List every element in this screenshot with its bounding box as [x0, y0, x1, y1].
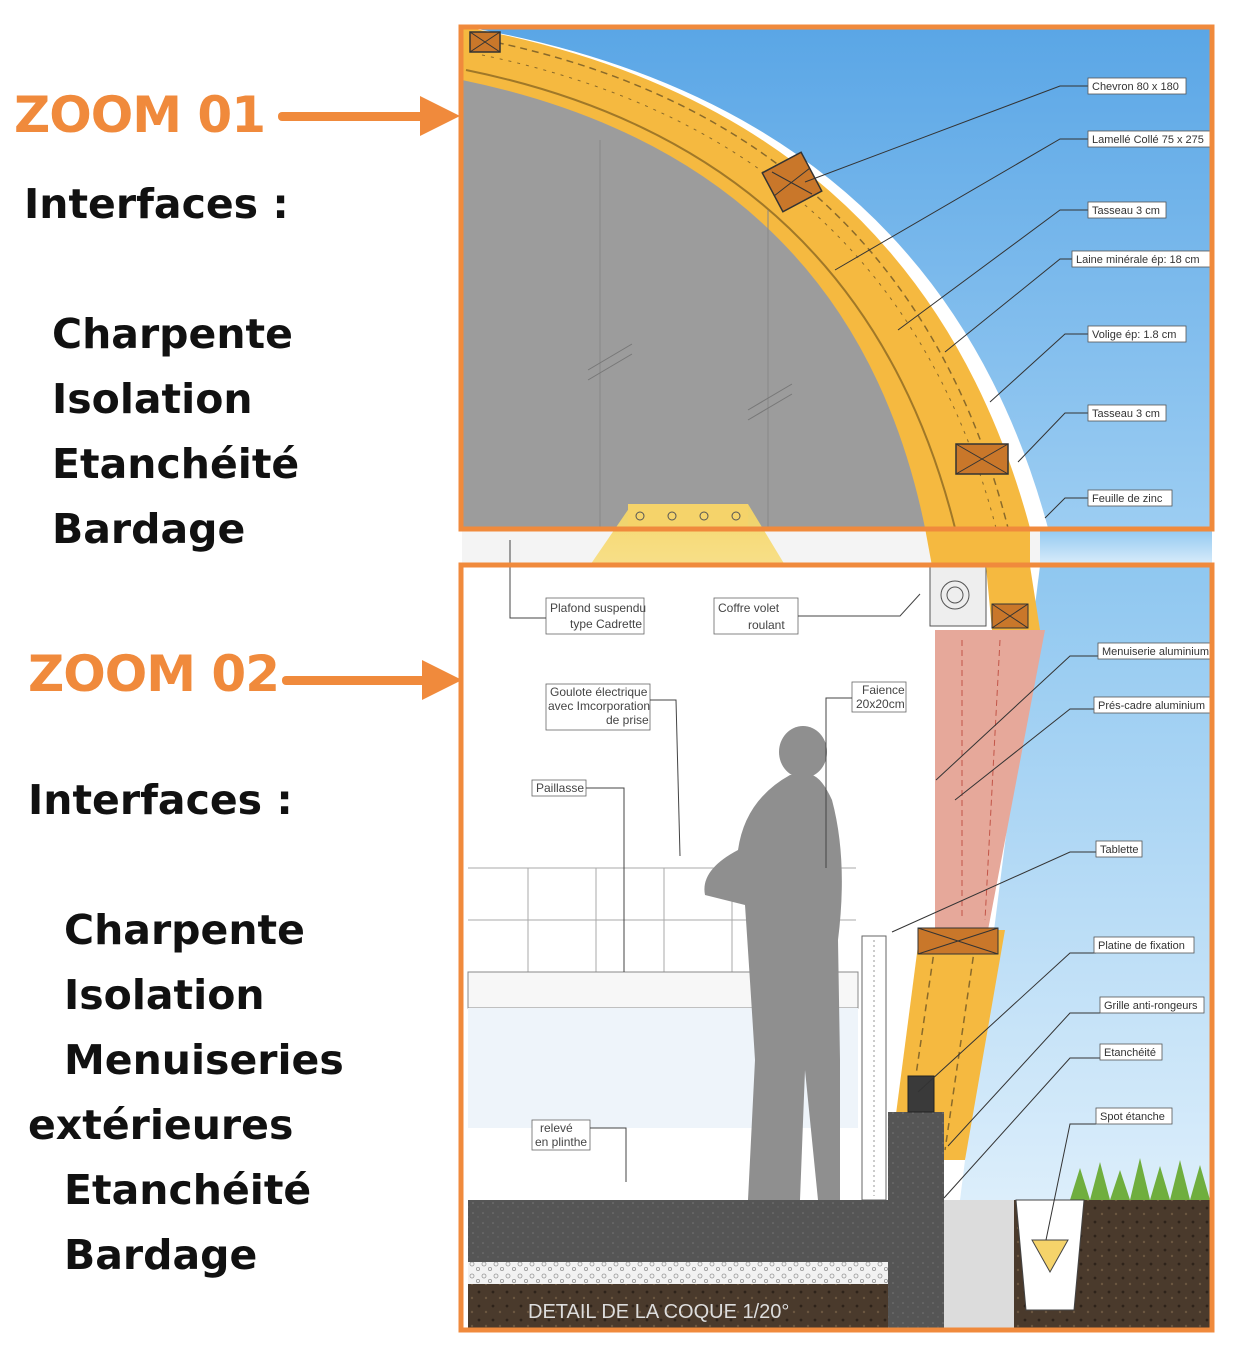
zoom-01-title: ZOOM 01 [14, 86, 266, 144]
zoom-01-arrow [278, 112, 428, 121]
interface-item: Etanchéité [64, 1166, 312, 1214]
label-plafond-1: Plafond suspendu [550, 601, 646, 615]
middle-strip [462, 528, 1212, 566]
interior-space [462, 80, 925, 528]
zoom-02-interface-list: Charpente Isolation Menuiseries extérieu… [28, 898, 344, 1288]
callout-volige: Volige ép: 1.8 cm [1092, 329, 1176, 341]
callout-tasseau-1: Tasseau 3 cm [1092, 205, 1160, 217]
label-faience-1: Faience [862, 683, 905, 697]
callout-labels-bottom: Menuiserie aluminium Prés-cadre aluminiu… [1093, 642, 1211, 1125]
zoom-01-arrow-head [420, 96, 460, 136]
interface-item: Charpente [52, 310, 293, 358]
interface-item: Isolation [52, 375, 253, 423]
interface-item: Bardage [64, 1231, 258, 1279]
zoom-02-interfaces-label: Interfaces : [28, 776, 293, 824]
label-goulotte-3: de prise [606, 713, 649, 727]
zoom-01-interface-list: Charpente Isolation Etanchéité Bardage [52, 302, 299, 562]
foundation-wall [888, 1112, 944, 1328]
label-coffre-2: roulant [748, 618, 785, 632]
zoom-01-interfaces-label: Interfaces : [24, 180, 289, 228]
callout-pres-cadre: Prés-cadre aluminium [1098, 700, 1205, 712]
interface-item: extérieures [28, 1101, 294, 1149]
callout-leaders-top [804, 85, 1088, 519]
callout-lamelle-colle: Lamellé Collé 75 x 275 [1092, 134, 1204, 146]
label-goulotte-2: avec Imcorporation [548, 699, 650, 713]
zoom-02-frame [458, 562, 1215, 1333]
label-paillasse: Paillasse [536, 781, 584, 795]
callout-leaders-bottom [891, 655, 1100, 1241]
zoom-01-panel: Chevron 80 x 180 Lamellé Collé 75 x 275 … [462, 28, 1212, 529]
label-plafond-2: type Cadrette [570, 617, 642, 631]
callout-grille: Grille anti-rongeurs [1104, 1000, 1198, 1012]
callout-spot: Spot étanche [1100, 1111, 1165, 1123]
callout-laine-minerale: Laine minérale ép: 18 cm [1076, 254, 1200, 266]
zoom-02-arrow [282, 676, 430, 685]
interface-item: Isolation [64, 971, 265, 1019]
interface-item: Menuiseries [64, 1036, 344, 1084]
interface-item: Charpente [64, 906, 305, 954]
callout-chevron: Chevron 80 x 180 [1092, 81, 1179, 93]
zoom-02-panel: DETAIL DE LA COQUE 1/20° Plafond suspend… [462, 540, 1212, 1328]
label-faience-2: 20x20cm [856, 697, 905, 711]
callout-tablette: Tablette [1100, 844, 1139, 856]
person-silhouette [704, 726, 842, 1200]
interior-labels: Plafond suspendu type Cadrette Coffre vo… [509, 540, 921, 1182]
label-releve-2: en plinthe [535, 1135, 587, 1149]
zoom-02-title: ZOOM 02 [28, 645, 280, 703]
ceiling-spot [628, 504, 748, 526]
zoom-01-frame [458, 24, 1215, 532]
callout-tasseau-2: Tasseau 3 cm [1092, 408, 1160, 420]
callout-zinc: Feuille de zinc [1092, 493, 1163, 505]
label-goulotte-1: Goulote électrique [550, 685, 648, 699]
label-coffre-1: Coffre volet [718, 601, 780, 615]
zoom-02-arrow-head [422, 660, 462, 700]
callout-platine: Platine de fixation [1098, 940, 1185, 952]
interface-item: Bardage [52, 505, 246, 553]
drawing-caption: DETAIL DE LA COQUE 1/20° [528, 1301, 789, 1323]
callout-menuiserie: Menuiserie aluminium [1102, 646, 1209, 658]
callout-labels-top: Chevron 80 x 180 Lamellé Collé 75 x 275 … [1071, 77, 1211, 507]
grass [1070, 1158, 1210, 1200]
floor-slab [468, 1200, 888, 1262]
label-releve-1: relevé [540, 1121, 573, 1135]
callout-etancheite: Etanchéité [1104, 1047, 1156, 1059]
rafter-blocks [469, 31, 1009, 475]
interface-item: Etanchéité [52, 440, 300, 488]
